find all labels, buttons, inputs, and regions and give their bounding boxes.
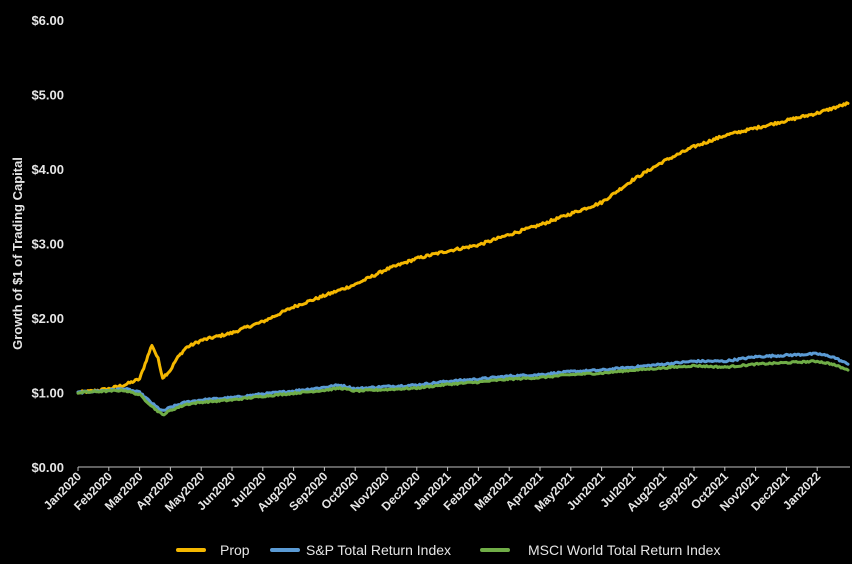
y-tick-label: $2.00 (31, 311, 64, 326)
y-tick-label: $1.00 (31, 386, 64, 401)
legend-item: S&P Total Return Index (270, 542, 451, 558)
series-line (76, 101, 850, 395)
y-axis-label: Growth of $1 of Trading Capital (10, 157, 25, 350)
y-tick-label: $3.00 (31, 237, 64, 252)
legend-label: MSCI World Total Return Index (528, 542, 720, 558)
series-line (76, 351, 850, 412)
series-line (76, 359, 850, 417)
y-tick-label: $0.00 (31, 460, 64, 475)
y-tick-label: $4.00 (31, 162, 64, 177)
legend-item: MSCI World Total Return Index (480, 542, 720, 558)
y-tick-label: $5.00 (31, 88, 64, 103)
series-lines (76, 101, 850, 417)
y-axis-ticks: $0.00 $1.00 $2.00 $3.00 $4.00 $5.00 $6.00 (31, 13, 64, 475)
x-axis-ticks: Jan2020Feb2020Mar2020Apr2020May2020Jun20… (41, 467, 824, 515)
legend-label: S&P Total Return Index (306, 542, 451, 558)
y-tick-label: $6.00 (31, 13, 64, 28)
legend-label: Prop (220, 542, 250, 558)
legend-item: Prop (176, 542, 250, 558)
legend: Prop S&P Total Return Index MSCI World Tot… (176, 542, 720, 558)
